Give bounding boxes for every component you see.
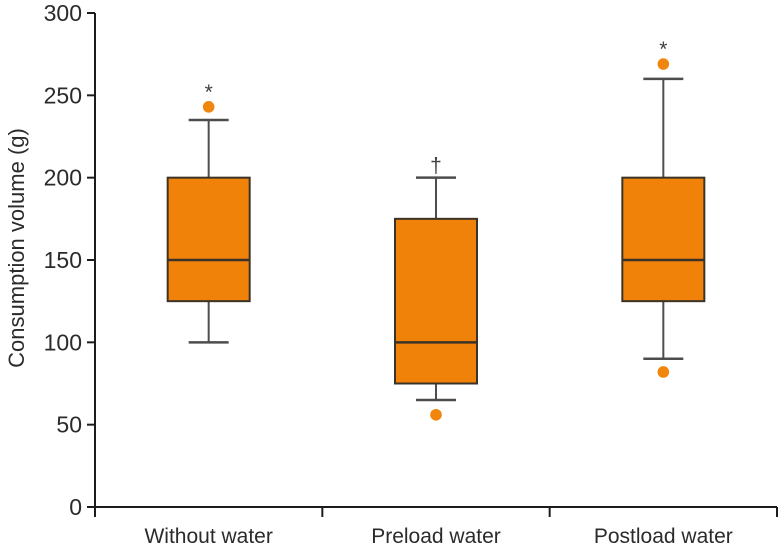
outlier-point-preload-water bbox=[430, 408, 442, 421]
significance-marker-without-water: * bbox=[205, 81, 213, 104]
y-tick-label: 250 bbox=[44, 82, 82, 108]
iqr-box-without-water bbox=[166, 176, 251, 303]
significance-marker-preload-water: † bbox=[430, 155, 442, 178]
y-tick-label: 150 bbox=[44, 247, 82, 273]
y-tick-label: 100 bbox=[44, 329, 82, 355]
iqr-box-preload-water bbox=[394, 217, 478, 385]
x-category-label: Without water bbox=[144, 525, 272, 548]
outlier-point-postload-water bbox=[657, 58, 670, 70]
y-tick-label: 50 bbox=[56, 412, 82, 438]
outlier-point-without-water bbox=[202, 101, 215, 113]
y-axis-title: Consumption volume (g) bbox=[4, 128, 29, 368]
y-tick-label: 300 bbox=[44, 0, 82, 26]
x-category-label: Preload water bbox=[371, 525, 501, 548]
x-category-label: Postload water bbox=[594, 525, 733, 548]
y-tick-label: 0 bbox=[69, 494, 82, 520]
y-tick-label: 200 bbox=[44, 165, 82, 191]
significance-marker-postload-water: * bbox=[659, 38, 667, 61]
outlier-point-postload-water bbox=[657, 366, 670, 378]
iqr-box-postload-water bbox=[621, 176, 706, 303]
